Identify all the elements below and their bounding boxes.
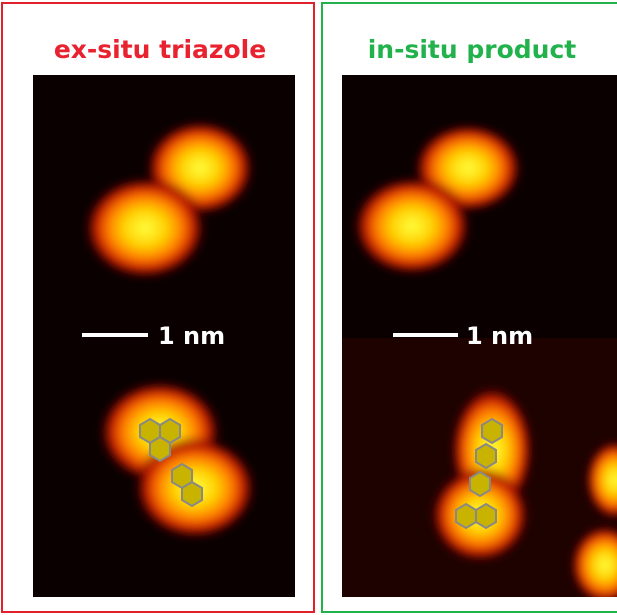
- figure: ex-situ triazole 1 nm in-situ product 1 …: [0, 0, 617, 615]
- scale-label: 1 nm: [466, 322, 533, 350]
- scale-label: 1 nm: [158, 322, 225, 350]
- panel-title: in-situ product: [368, 35, 577, 64]
- panel-title: ex-situ triazole: [54, 35, 266, 64]
